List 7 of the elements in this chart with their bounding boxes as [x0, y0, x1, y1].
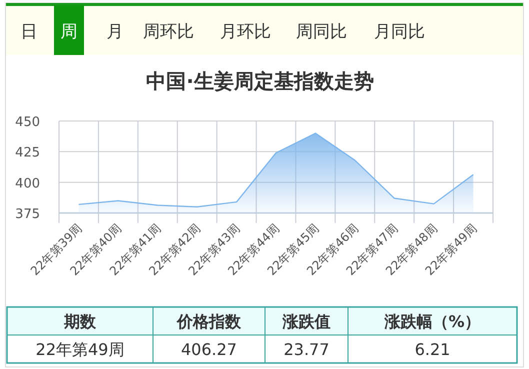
chart-title: 中国·生姜周定基指数走势: [146, 69, 374, 93]
y-tick-label: 400: [15, 176, 40, 192]
table: 期数 价格指数 涨跌值 涨跌幅（%） 22年第49周 406.27 23.77 6.21: [6, 306, 518, 364]
y-tick-label: 450: [15, 115, 40, 130]
tabs: 日 周 月 周环比 月环比 周同比 月同比: [20, 5, 425, 55]
y-tick-label: 375: [15, 207, 40, 222]
y-tick-label: 425: [15, 146, 40, 161]
